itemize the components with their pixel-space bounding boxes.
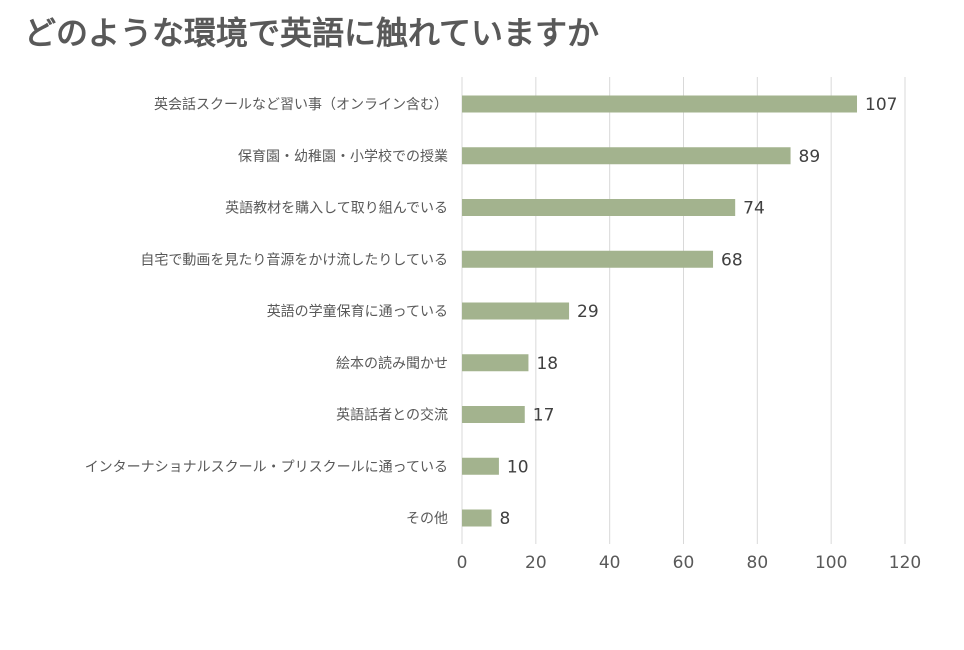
x-tick-label: 80 — [747, 553, 769, 573]
x-tick-label: 20 — [525, 553, 547, 573]
value-label: 68 — [721, 250, 743, 270]
value-label: 107 — [865, 95, 897, 115]
bar — [462, 457, 499, 475]
category-label: 自宅で動画を見たり音源をかけ流したりしている — [140, 251, 448, 268]
category-label: 英語教材を購入して取り組んでいる — [225, 200, 448, 217]
bar — [462, 147, 791, 165]
chart-title: どのような環境で英語に触れていますか — [24, 14, 600, 52]
bar — [462, 406, 525, 423]
category-label: 絵本の読み聞かせ — [336, 355, 448, 372]
x-tick-label: 100 — [815, 553, 847, 573]
bar — [462, 199, 736, 216]
category-label: 英会話スクールなど習い事（オンライン含む） — [154, 96, 448, 113]
category-label: その他 — [406, 511, 448, 527]
value-label: 18 — [536, 354, 558, 374]
x-tick-label: 60 — [673, 553, 695, 573]
value-label: 8 — [500, 509, 511, 529]
bar — [462, 250, 714, 268]
category-label: 保育園・幼稚園・小学校での授業 — [238, 148, 448, 165]
category-labels: 英会話スクールなど習い事（オンライン含む） 保育園・幼稚園・小学校での授業英語教材… — [85, 96, 448, 527]
x-axis-ticks: 0 20 40 60 80 100 120 — [457, 553, 922, 573]
x-tick-label: 40 — [599, 553, 621, 573]
value-label: 10 — [507, 457, 529, 477]
value-label: 29 — [577, 302, 599, 322]
bar — [462, 509, 492, 527]
value-labels: 107 89 74 68 29 18 17 10 8 — [500, 95, 898, 529]
category-label: 英語の学童保育に通っている — [267, 303, 448, 320]
category-label: インターナショナルスクール・プリスクールに通っている — [85, 459, 448, 475]
value-label: 17 — [533, 406, 555, 426]
x-tick-label: 120 — [889, 553, 921, 573]
value-label: 89 — [799, 147, 821, 167]
bar — [462, 302, 570, 320]
bar — [462, 95, 858, 113]
category-label: 英語話者との交流 — [336, 407, 448, 424]
bar — [462, 354, 529, 372]
bars — [462, 95, 858, 527]
x-tick-label: 0 — [457, 553, 468, 573]
value-label: 74 — [743, 199, 765, 219]
